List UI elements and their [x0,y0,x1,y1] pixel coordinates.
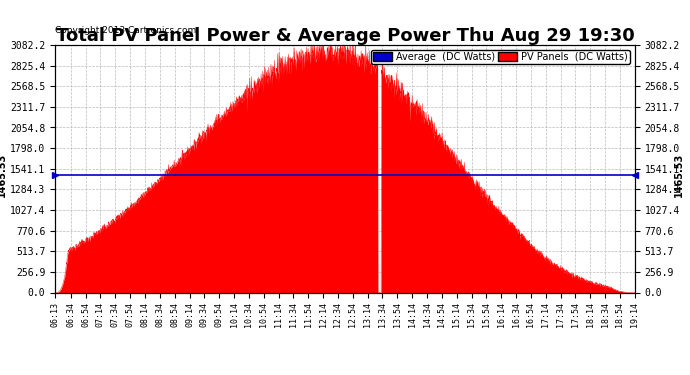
Text: 1465.53: 1465.53 [674,153,684,197]
Text: 1465.53: 1465.53 [0,153,8,197]
Title: Total PV Panel Power & Average Power Thu Aug 29 19:30: Total PV Panel Power & Average Power Thu… [56,27,634,45]
Text: Copyright 2013 Cartronics.com: Copyright 2013 Cartronics.com [55,26,197,35]
Legend: Average  (DC Watts), PV Panels  (DC Watts): Average (DC Watts), PV Panels (DC Watts) [371,50,630,64]
